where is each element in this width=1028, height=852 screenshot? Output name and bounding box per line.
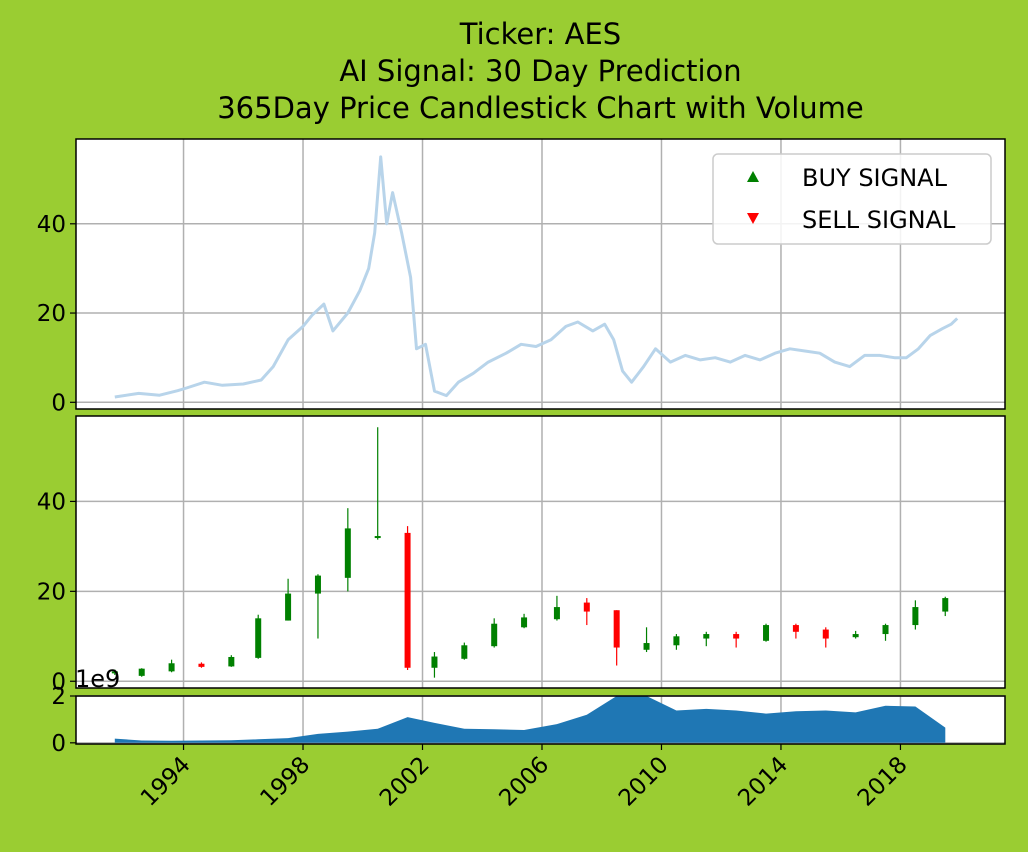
candle (822, 627, 829, 648)
candle-panel-frame (75, 415, 1006, 689)
candle (583, 598, 590, 626)
candle (613, 610, 620, 666)
candle-body (461, 645, 468, 659)
candle-body (613, 610, 620, 648)
candle (111, 669, 118, 675)
candle-body (643, 643, 650, 650)
candlestick-panel: 0 20 40 (37, 415, 1006, 695)
candle-body (822, 629, 829, 639)
candle (912, 600, 919, 630)
x-tick-label: 2010 (614, 752, 674, 812)
candle-body (882, 625, 889, 635)
candle-body (942, 598, 949, 612)
candle-body (314, 575, 321, 594)
price-ytick-label: 0 (51, 390, 66, 416)
x-tick-label: 1994 (136, 752, 196, 812)
legend-sell-label: SELL SIGNAL (802, 206, 956, 234)
candle-body (168, 663, 175, 672)
candle (703, 631, 710, 647)
x-tick-label: 2006 (494, 752, 554, 812)
candle (168, 659, 175, 673)
legend-box (712, 153, 992, 245)
candle-body (521, 617, 528, 628)
candle (285, 578, 292, 621)
candle-ytick-label: 20 (37, 579, 66, 605)
volume-panel: 02 (51, 684, 1006, 757)
candle (491, 618, 498, 648)
candle-body (733, 634, 740, 639)
chart-title-line2: AI Signal: 30 Day Prediction (339, 54, 742, 88)
candle-body (431, 656, 438, 668)
candle (553, 595, 560, 621)
candle (431, 652, 438, 678)
candle (942, 596, 949, 617)
price-line-series (114, 155, 959, 399)
candle-body (553, 607, 560, 620)
candle (763, 623, 770, 642)
candle (138, 668, 145, 677)
candle-body (491, 623, 498, 647)
candle-body (583, 602, 590, 612)
candle-body (673, 636, 680, 646)
candle (255, 614, 262, 659)
sell-signal-icon (747, 213, 759, 224)
candle-body (852, 634, 859, 638)
price-panel-frame (75, 138, 1006, 410)
candle-body (703, 634, 710, 639)
candle-body (344, 528, 351, 578)
candle-body (792, 625, 799, 632)
legend: BUY SIGNAL SELL SIGNAL (712, 153, 992, 245)
candle (314, 574, 321, 639)
candle (228, 655, 235, 667)
chart-title-line1: Ticker: AES (459, 17, 622, 51)
candle (344, 508, 351, 592)
candle (374, 427, 381, 540)
candle (461, 642, 468, 660)
candle (643, 627, 650, 653)
candle (673, 634, 680, 650)
candle-body (111, 671, 118, 674)
x-tick-label: 2014 (733, 752, 793, 812)
candle (198, 662, 205, 668)
candle-body (138, 668, 145, 676)
volume-scale-label: 1e9 (75, 665, 120, 693)
candle-body (198, 663, 205, 667)
candle (404, 526, 411, 671)
candle (792, 623, 799, 639)
buy-signal-icon (747, 171, 759, 182)
candle-body (285, 593, 292, 621)
candle (852, 630, 859, 639)
candle-body (912, 607, 919, 626)
candle-body (255, 618, 262, 658)
candle-body (374, 536, 381, 539)
chart-title-line3: 365Day Price Candlestick Chart with Volu… (217, 91, 864, 125)
volume-area (114, 696, 946, 743)
legend-buy-label: BUY SIGNAL (802, 164, 948, 192)
x-tick-label: 2002 (375, 752, 435, 812)
candle-body (228, 656, 235, 667)
volume-panel-frame (75, 695, 1006, 745)
candle (882, 623, 889, 641)
candle-body (763, 625, 770, 641)
x-tick-label: 1998 (255, 752, 315, 812)
price-ytick-label: 40 (37, 212, 66, 238)
candle-body (404, 532, 411, 668)
candle-ytick-label: 0 (51, 669, 66, 695)
candle (521, 613, 528, 629)
x-tick-label: 2018 (853, 752, 913, 812)
price-ytick-label: 20 (37, 301, 66, 327)
volume-ytick-label: 2 (51, 684, 66, 710)
x-axis: 1994 1998 2002 2006 2010 2014 2018 (136, 744, 913, 812)
volume-ytick-label: 0 (51, 731, 66, 757)
candle-plot-area (76, 416, 1005, 688)
candle (733, 631, 740, 648)
candle-ytick-label: 40 (37, 489, 66, 515)
